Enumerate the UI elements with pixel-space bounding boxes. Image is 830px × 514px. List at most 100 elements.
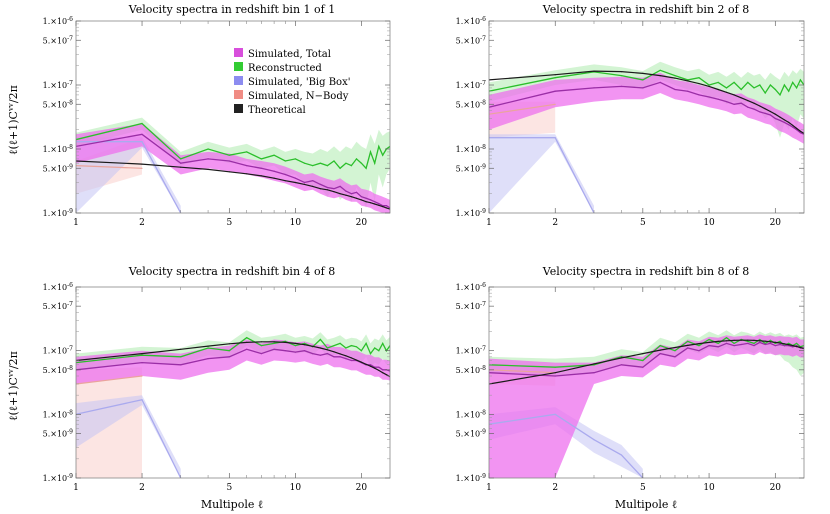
data-point-theoretical [779,342,781,344]
y-axis-label-suffix: /2π [7,351,20,369]
data-point-theoretical [312,345,314,347]
legend-swatch-total [234,48,243,57]
data-point-total [687,347,689,349]
y-axis-label-sup: vv [7,369,15,378]
data-point-total [674,356,676,358]
data-point-reconstructed [228,154,230,156]
data-point-total [733,103,735,105]
panel-title: Velocity spectra in redshift bin 2 of 8 [542,3,749,16]
data-point-theoretical [303,344,306,346]
data-point-theoretical [273,341,275,343]
legend-label-total: Simulated, Total [248,49,331,60]
panel-bin-2-of-8: Velocity spectra in redshift bin 2 of 8 [542,3,749,16]
data-point-big-box [141,399,143,401]
data-point-total [339,185,341,187]
y-axis-label-prefix: ℓ(ℓ+1)C [7,111,20,155]
data-point-reconstructed [725,337,728,339]
y-tick-label: 1.×10-8 [456,144,487,154]
series-line-n-body [489,103,556,115]
data-point-theoretical [360,361,362,363]
y-tick-label: 1.×10-6 [456,16,487,26]
data-point-reconstructed [360,350,362,352]
data-point-theoretical [360,199,362,201]
data-point-reconstructed [642,359,644,362]
data-point-theoretical [774,341,776,343]
data-point-total [659,81,661,83]
data-point-theoretical [365,363,367,365]
data-point-reconstructed [687,340,689,342]
x-tick-label: 5 [226,218,232,228]
data-point-total [312,353,314,355]
data-point-n-body [141,375,143,377]
data-point-theoretical [774,113,776,115]
data-point-reconstructed [333,160,335,162]
data-point-reconstructed [642,79,644,81]
data-point-reconstructed [759,84,761,86]
data-point-theoretical [326,189,328,191]
data-point-theoretical [788,121,790,123]
data-point-theoretical [708,85,710,87]
data-point-reconstructed [708,84,710,86]
data-point-theoretical [303,183,306,185]
data-point-reconstructed [326,165,328,167]
data-point-big-box [593,439,595,441]
data-point-total [759,341,761,343]
data-point-reconstructed [260,158,262,160]
y-tick-label: 5.×10-9 [43,163,74,173]
data-point-reconstructed [294,345,296,347]
data-point-theoretical [228,343,230,345]
data-point-theoretical [593,70,595,72]
data-point-theoretical [554,372,556,374]
x-tick-label: 2 [552,218,558,228]
data-point-theoretical [355,197,358,199]
data-point-total [284,173,286,176]
y-axis-label-suffix: /2π [7,85,20,103]
data-point-theoretical [246,173,248,175]
data-point-total [180,364,182,366]
data-point-total [717,98,719,100]
data-point-total [717,346,719,348]
y-tick-label: 5.×10-7 [456,301,487,311]
panel-title: Velocity spectra in redshift bin 1 of 1 [128,3,335,16]
data-point-reconstructed [788,342,790,344]
data-point-total [294,351,296,353]
data-point-theoretical [369,365,372,367]
data-point-theoretical [378,204,380,206]
data-point-reconstructed [355,346,358,348]
data-point-theoretical [180,166,182,168]
y-tick-label: 5.×10-8 [456,99,487,109]
data-point-total [319,183,321,185]
data-point-total [345,358,347,360]
data-point-theoretical [369,202,372,204]
y-tick-label: 1.×10-7 [43,346,74,356]
band-total [76,339,390,384]
plot-area-0 [76,117,390,213]
data-point-theoretical [339,193,341,195]
data-point-total [642,87,644,89]
data-point-total [312,180,314,182]
data-point-theoretical [708,341,710,343]
x-tick-label: 20 [770,218,782,228]
data-point-total [374,201,376,203]
x-tick-label: 2 [552,483,558,493]
data-point-theoretical [753,339,755,341]
data-point-total [260,353,262,355]
data-point-reconstructed [779,94,781,96]
data-point-total [796,129,798,131]
y-tick-label: 1.×10-9 [43,208,74,218]
data-point-total [687,90,689,92]
data-point-theoretical [228,171,230,173]
x-tick-label: 5 [226,483,232,493]
data-point-total [303,350,306,352]
data-point-total [725,101,728,103]
data-point-total [698,350,700,352]
data-point-reconstructed [350,165,352,167]
data-point-reconstructed [339,167,341,169]
x-tick-label: 20 [356,218,368,228]
data-point-total [228,356,230,358]
data-point-reconstructed [774,342,776,344]
data-point-total [620,85,623,87]
y-tick-label: 1.×10-6 [456,282,487,292]
x-tick-label: 10 [703,218,715,228]
data-point-reconstructed [319,338,321,341]
